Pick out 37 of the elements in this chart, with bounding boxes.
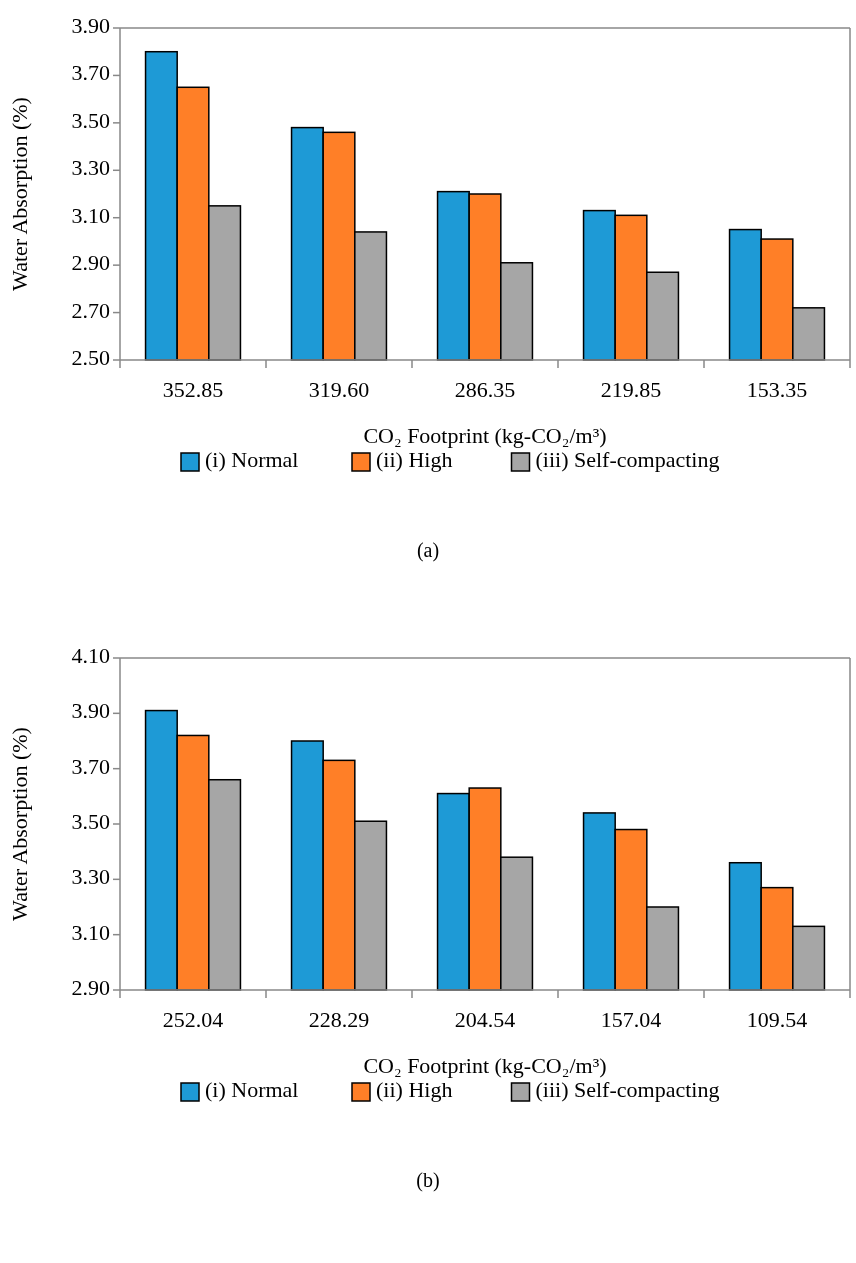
- y-tick-label: 3.30: [71, 155, 110, 181]
- x-tick-label: 319.60: [308, 377, 370, 403]
- y-tick-label: 4.10: [71, 643, 110, 669]
- y-tick-label: 3.70: [71, 753, 110, 779]
- text: (a): [416, 538, 440, 562]
- y-axis-title: Water Absorption (%): [7, 97, 33, 291]
- y-tick-label: 2.90: [71, 975, 110, 1001]
- y-tick-label: 3.50: [71, 809, 110, 835]
- x-tick-label: 153.35: [746, 377, 808, 403]
- legend-label: (i) Normal: [205, 1077, 299, 1103]
- y-tick-label: 2.70: [71, 297, 110, 323]
- x-tick-label: 157.04: [600, 1007, 662, 1033]
- y-tick-label: 3.90: [71, 698, 110, 724]
- y-tick-label: 3.10: [71, 202, 110, 228]
- x-tick-label: 219.85: [600, 377, 662, 403]
- y-tick-label: 3.10: [71, 919, 110, 945]
- legend-label: (ii) High: [376, 1077, 453, 1103]
- x-tick-label: 228.29: [308, 1007, 370, 1033]
- y-axis-title: Water Absorption (%): [7, 727, 33, 921]
- x-axis-title: CO₂ Footprint (kg-CO₂/m³): [363, 423, 607, 449]
- x-tick-label: 204.54: [454, 1007, 516, 1033]
- legend-label: (i) Normal: [205, 447, 299, 473]
- y-tick-label: 3.50: [71, 107, 110, 133]
- x-tick-label: 252.04: [162, 1007, 224, 1033]
- y-tick-label: 3.90: [71, 13, 110, 39]
- legend-label: (iii) Self-compacting: [535, 447, 720, 473]
- legend-label: (ii) High: [376, 447, 453, 473]
- x-axis-title: CO₂ Footprint (kg-CO₂/m³): [363, 1053, 607, 1079]
- legend-label: (iii) Self-compacting: [535, 1077, 720, 1103]
- y-tick-label: 3.70: [71, 60, 110, 86]
- y-tick-label: 3.30: [71, 864, 110, 890]
- x-tick-label: 286.35: [454, 377, 516, 403]
- x-tick-label: 352.85: [162, 377, 224, 403]
- x-tick-label: 109.54: [746, 1007, 808, 1033]
- y-tick-label: 2.50: [71, 345, 110, 371]
- y-tick-label: 2.90: [71, 250, 110, 276]
- text: (b): [416, 1168, 440, 1192]
